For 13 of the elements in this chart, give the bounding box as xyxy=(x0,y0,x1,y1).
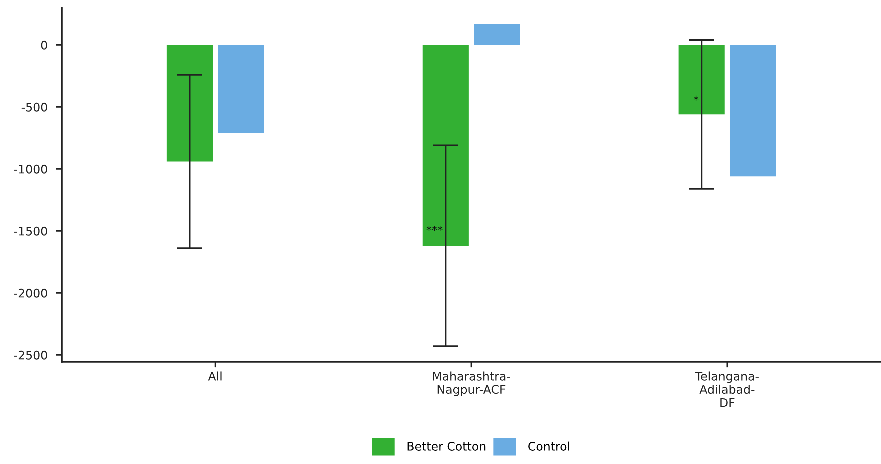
y-tick-label: 0 xyxy=(41,40,48,50)
y-tick-label: -500 xyxy=(22,102,48,112)
annotation: * xyxy=(694,96,699,101)
x-tick-label: Maharashtra- Nagpur-ACF xyxy=(433,372,510,396)
y-tick-label: -1500 xyxy=(14,226,48,236)
x-tick-label: Telangana- Adilabad- DF xyxy=(695,372,759,408)
legend-label: Better Cotton xyxy=(408,442,486,451)
annotation: *** xyxy=(426,226,443,232)
y-tick-label: -2500 xyxy=(14,350,48,360)
x-tick-label: All xyxy=(208,372,222,381)
legend-label: Control xyxy=(528,442,570,451)
y-tick-label: -2000 xyxy=(14,288,48,298)
y-tick-label: -1000 xyxy=(14,164,48,174)
